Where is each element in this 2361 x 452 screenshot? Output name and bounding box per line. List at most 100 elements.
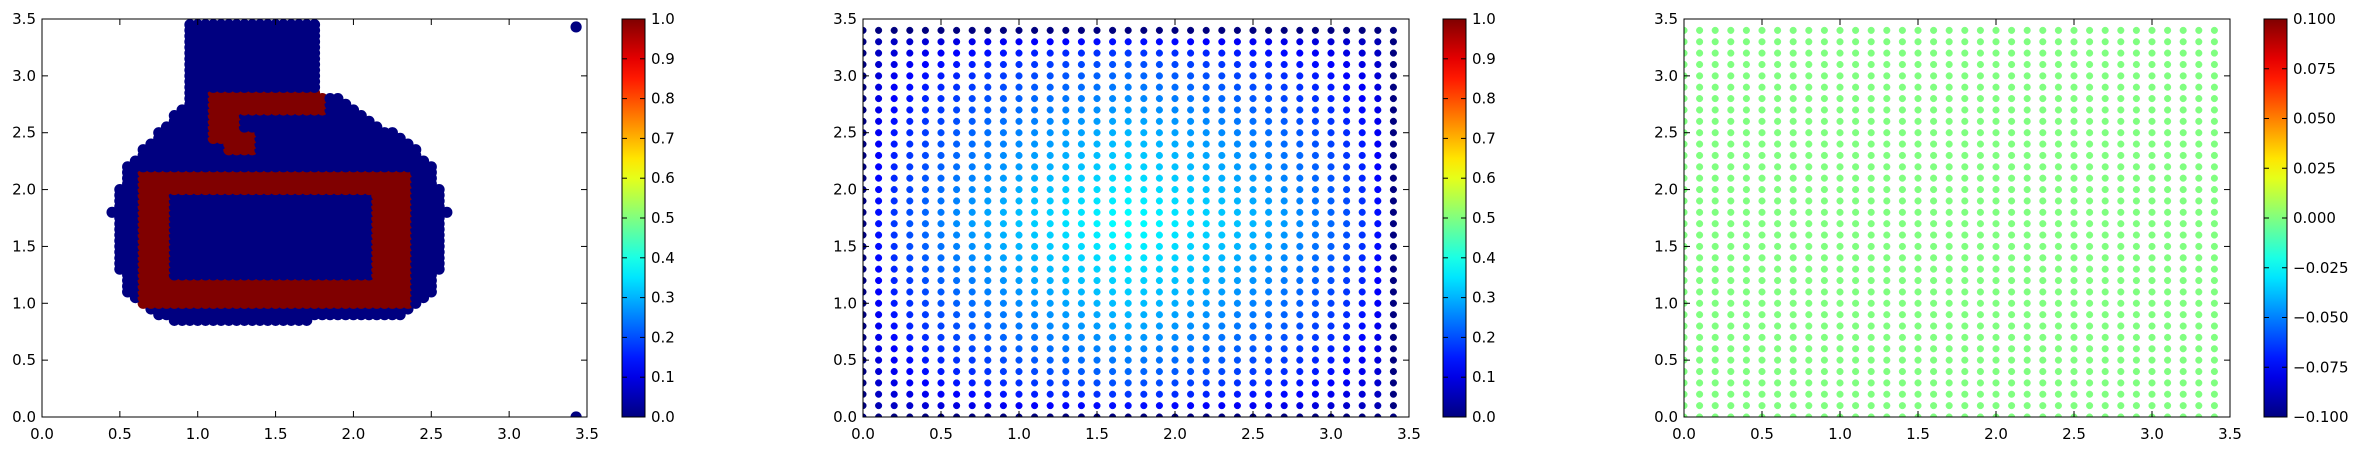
data-point xyxy=(953,26,961,34)
data-point xyxy=(2101,345,2109,353)
x-tick-label: 0.0 xyxy=(851,425,875,443)
data-point xyxy=(1774,276,1782,285)
data-point xyxy=(1015,38,1023,46)
data-point xyxy=(1992,83,2000,91)
data-point xyxy=(1233,140,1241,148)
data-point xyxy=(1140,151,1148,160)
data-point xyxy=(1124,163,1132,171)
data-point xyxy=(1976,83,1984,91)
data-point xyxy=(1171,60,1179,69)
data-point xyxy=(1820,49,1828,57)
data-point xyxy=(1280,413,1288,417)
data-point xyxy=(1062,231,1070,239)
data-point xyxy=(953,345,961,353)
data-point xyxy=(1280,333,1288,341)
data-point xyxy=(2008,163,2016,171)
data-point xyxy=(2070,72,2078,80)
data-point xyxy=(1727,299,1735,307)
data-point xyxy=(1015,288,1023,296)
data-point xyxy=(1727,311,1735,319)
data-point xyxy=(1077,129,1085,137)
data-point xyxy=(2195,345,2203,353)
data-point xyxy=(1265,311,1273,319)
colorbar-tick-label: 0.6 xyxy=(651,169,675,187)
data-point xyxy=(1836,288,1844,296)
data-point xyxy=(1171,95,1179,103)
data-point xyxy=(1358,276,1366,285)
data-point xyxy=(1155,265,1163,273)
data-point xyxy=(1742,26,1750,34)
colorbar-tick-label: 0.050 xyxy=(2293,110,2336,128)
data-point xyxy=(1836,379,1844,387)
data-point xyxy=(937,367,945,376)
data-point xyxy=(937,49,945,57)
data-point xyxy=(875,83,883,91)
data-point xyxy=(2179,83,2187,91)
data-point xyxy=(1789,49,1797,57)
data-point xyxy=(1233,299,1241,307)
data-point xyxy=(1171,83,1179,91)
data-point xyxy=(2179,60,2187,69)
data-point xyxy=(1343,140,1351,148)
data-point xyxy=(1265,413,1273,417)
data-point xyxy=(2023,367,2031,376)
data-point xyxy=(1265,60,1273,69)
data-point xyxy=(2070,322,2078,330)
data-point xyxy=(1171,163,1179,171)
data-point xyxy=(1930,95,1938,103)
data-point xyxy=(1140,220,1148,228)
data-point xyxy=(1077,151,1085,160)
data-point xyxy=(1684,288,1688,296)
data-point xyxy=(1187,356,1195,364)
data-point xyxy=(1140,197,1148,205)
x-tick-label: 1.5 xyxy=(1085,425,1109,443)
data-point xyxy=(1696,129,1704,137)
data-point xyxy=(1187,60,1195,69)
data-point xyxy=(984,186,992,194)
data-point xyxy=(921,174,929,182)
data-point xyxy=(2070,299,2078,307)
data-point xyxy=(1805,311,1813,319)
data-point xyxy=(2179,402,2187,410)
data-point xyxy=(1311,265,1319,273)
data-point xyxy=(1883,129,1891,137)
data-point xyxy=(1046,140,1054,148)
data-point xyxy=(1296,276,1304,285)
data-point xyxy=(1077,186,1085,194)
data-point xyxy=(1961,379,1969,387)
data-point xyxy=(2054,390,2062,398)
data-point xyxy=(1031,356,1039,364)
plot-frame xyxy=(862,18,1410,418)
data-point xyxy=(1945,333,1953,341)
data-point xyxy=(1062,38,1070,46)
data-point xyxy=(953,311,961,319)
y-tick-label: 2.0 xyxy=(833,181,857,199)
data-point xyxy=(1883,220,1891,228)
data-point xyxy=(2101,220,2109,228)
data-point xyxy=(1945,83,1953,91)
data-point xyxy=(937,242,945,250)
data-point xyxy=(1109,276,1117,285)
data-point xyxy=(2164,151,2172,160)
data-point xyxy=(1093,367,1101,376)
data-point xyxy=(2086,95,2094,103)
data-point xyxy=(1789,174,1797,182)
data-point xyxy=(2210,129,2218,137)
data-point xyxy=(1820,311,1828,319)
data-point xyxy=(1389,254,1397,262)
data-point xyxy=(1077,49,1085,57)
data-point xyxy=(1374,163,1382,171)
data-point xyxy=(1820,299,1828,307)
data-point xyxy=(2195,379,2203,387)
data-point xyxy=(2008,231,2016,239)
data-point xyxy=(2210,26,2218,34)
data-point xyxy=(1155,140,1163,148)
data-point xyxy=(999,95,1007,103)
y-tick-label: 2.5 xyxy=(1654,124,1678,142)
data-point xyxy=(1358,322,1366,330)
data-point xyxy=(1124,311,1132,319)
data-point xyxy=(2179,140,2187,148)
data-point xyxy=(1883,402,1891,410)
data-point xyxy=(1233,129,1241,137)
data-point xyxy=(2101,288,2109,296)
